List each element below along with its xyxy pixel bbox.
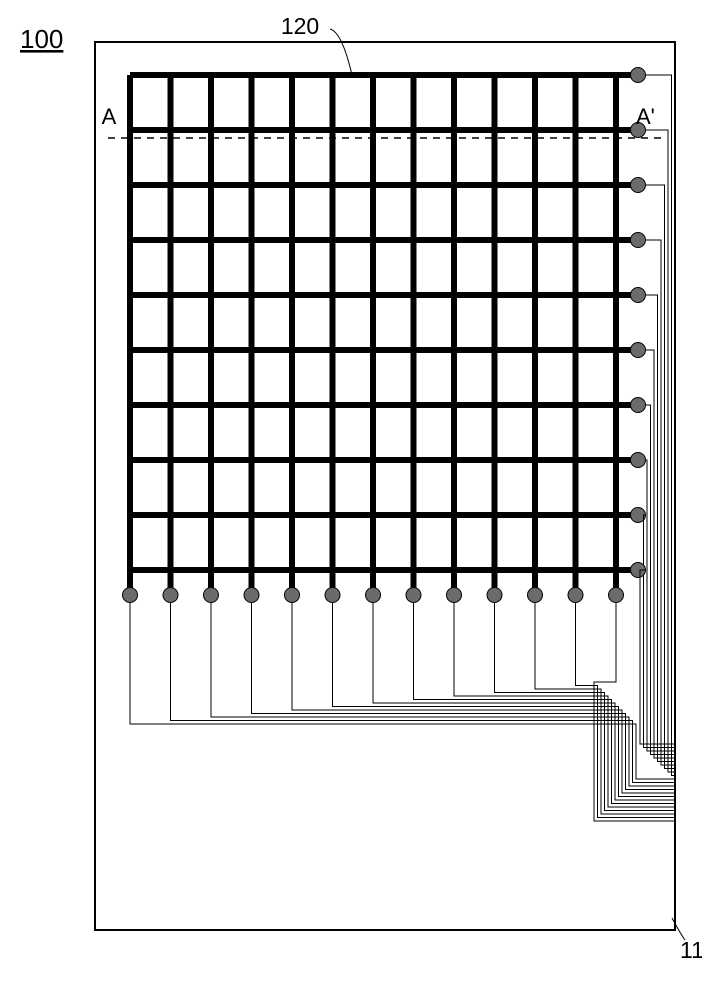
row-trace xyxy=(646,405,676,755)
col-pad xyxy=(123,588,138,603)
row-pad xyxy=(631,343,646,358)
col-trace xyxy=(211,603,675,787)
label-120: 120 xyxy=(281,13,319,39)
row-trace xyxy=(646,185,676,769)
sensor-grid-diagram: 100 120 110 A A' xyxy=(0,0,702,1000)
col-trace xyxy=(130,603,675,780)
label-A-prime: A' xyxy=(636,104,655,129)
col-pad xyxy=(609,588,624,603)
col-pad xyxy=(528,588,543,603)
col-pad xyxy=(487,588,502,603)
col-pad xyxy=(163,588,178,603)
col-trace xyxy=(373,603,675,801)
label-A: A xyxy=(102,104,117,129)
label-100: 100 xyxy=(20,24,63,54)
row-trace xyxy=(646,460,676,751)
col-pad xyxy=(285,588,300,603)
row-trace xyxy=(646,130,676,772)
row-pad xyxy=(631,288,646,303)
col-pad xyxy=(447,588,462,603)
electrode-grid xyxy=(130,75,616,570)
col-pad xyxy=(406,588,421,603)
row-pad xyxy=(631,398,646,413)
col-pad xyxy=(244,588,259,603)
col-pad xyxy=(204,588,219,603)
row-trace xyxy=(646,240,676,765)
col-pad xyxy=(325,588,340,603)
row-trace xyxy=(644,515,676,748)
row-trace xyxy=(646,350,676,758)
col-trace xyxy=(594,603,675,822)
row-pad xyxy=(631,178,646,193)
row-pad xyxy=(631,68,646,83)
col-trace xyxy=(454,603,675,808)
row-trace xyxy=(646,295,676,762)
col-pad xyxy=(366,588,381,603)
row-pad xyxy=(631,233,646,248)
col-pad xyxy=(568,588,583,603)
col-trace xyxy=(292,603,675,794)
leader-120 xyxy=(330,29,352,75)
row-pad xyxy=(631,453,646,468)
outer-boundary xyxy=(95,42,675,930)
label-110: 110 xyxy=(680,937,702,963)
row-trace xyxy=(646,75,676,776)
